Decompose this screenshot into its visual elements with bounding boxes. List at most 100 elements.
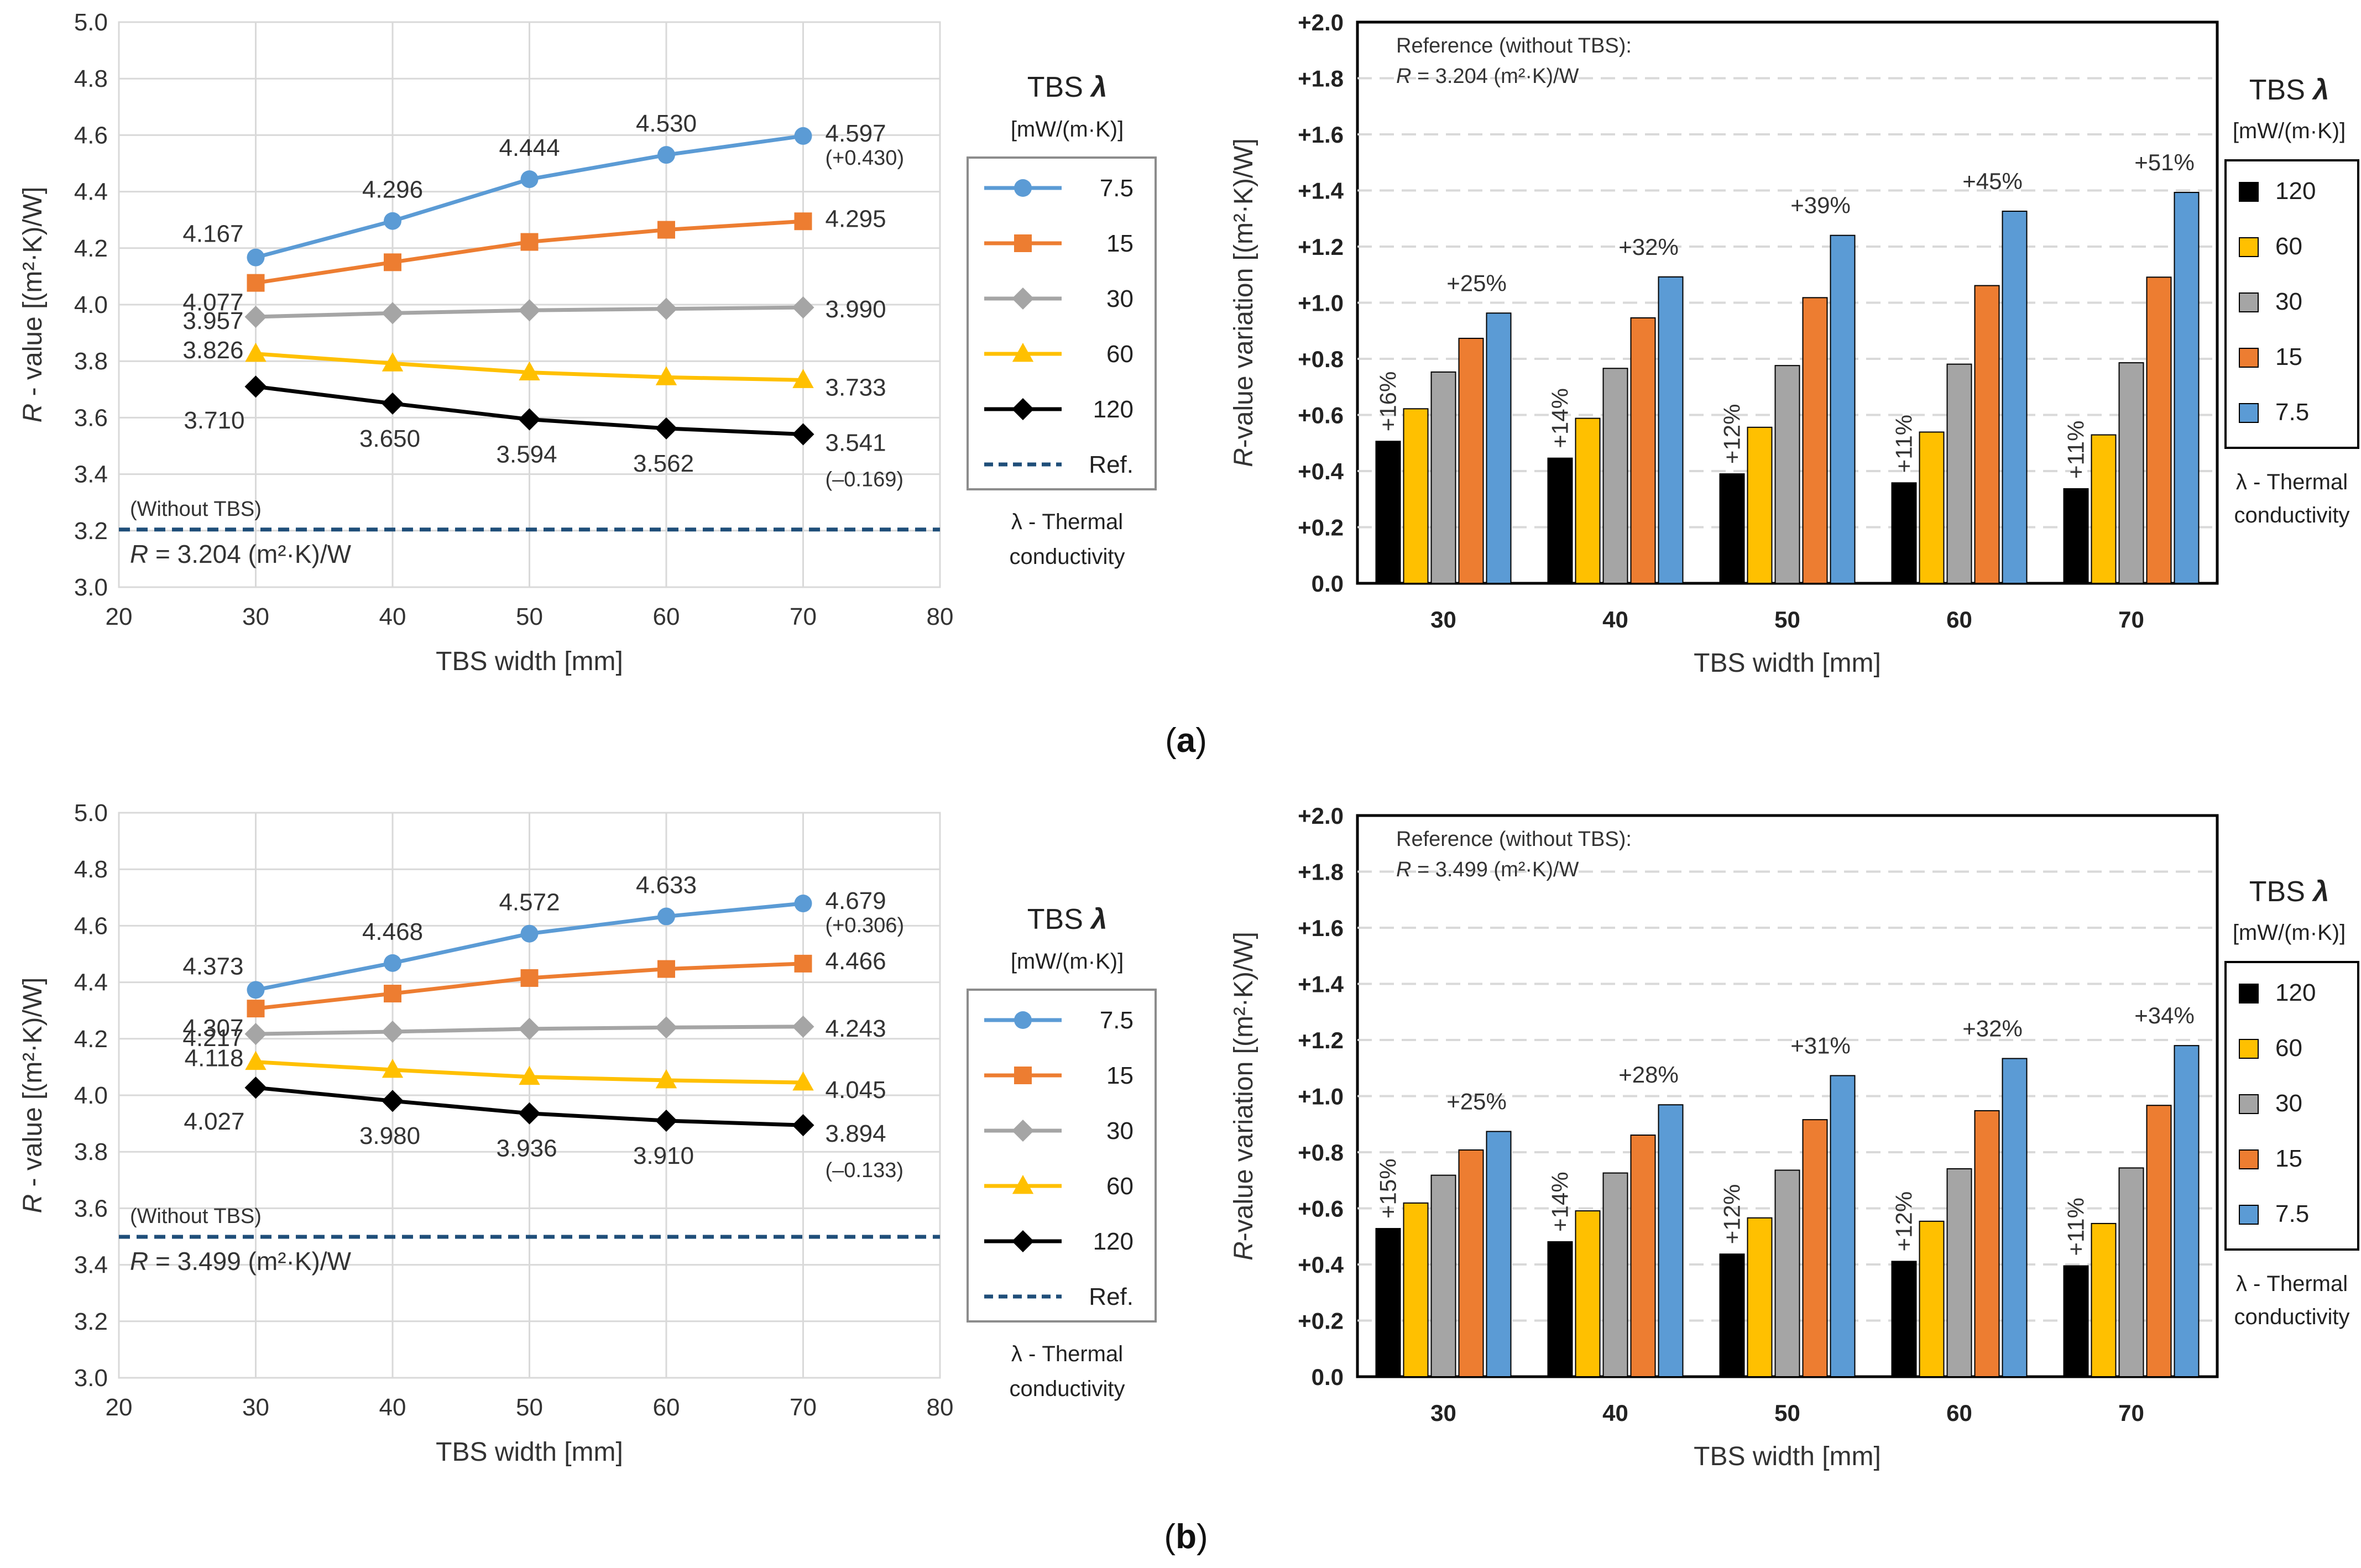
- y-axis-label-italic: R: [1229, 1241, 1258, 1261]
- bar-60: [1403, 408, 1429, 584]
- x-tick-label: 60: [653, 603, 680, 630]
- x-tick-label: 70: [2118, 607, 2144, 633]
- data-label-change: (–0.133): [826, 1159, 904, 1182]
- y-axis-label: R-value variation [(m²·K)/W]: [1229, 932, 1258, 1261]
- bar-7.5: [1658, 276, 1684, 584]
- y-tick-label: 4.2: [74, 235, 108, 262]
- bar-60: [2091, 434, 2117, 584]
- data-point-15: [247, 274, 265, 292]
- data-point-30: [382, 1021, 404, 1043]
- x-tick-label: 30: [242, 1394, 269, 1421]
- legend-swatch: [2239, 237, 2259, 257]
- x-tick-label: 50: [516, 1394, 543, 1421]
- y-tick-label: +0.8: [1298, 1140, 1344, 1165]
- line-chart-1: 3.0 3.2 3.4 3.6 3.8 4.0 4.2 4.4 4.6 4.8 5.0 20 30 40 5…: [18, 799, 1157, 1467]
- legend-box: [967, 156, 1157, 490]
- y-tick-label: +2.0: [1298, 803, 1344, 829]
- x-tick-label: 50: [1774, 607, 1800, 633]
- y-axis-label: R - value [(m²·K)/W]: [18, 187, 48, 423]
- bar-120: [2063, 488, 2089, 584]
- high-percent-label: +25%: [1446, 270, 1507, 296]
- data-label: 3.894: [826, 1120, 886, 1147]
- x-axis-label: TBS width [mm]: [436, 647, 623, 676]
- data-point-120: [655, 1109, 677, 1132]
- panel-paren: (: [1164, 1518, 1176, 1556]
- legend-unit: [mW/(m·K)]: [2233, 921, 2346, 945]
- bar-120: [2063, 1265, 2089, 1378]
- bar-60: [1919, 431, 1945, 584]
- data-point-60: [245, 1050, 267, 1070]
- bar-15: [1458, 1149, 1484, 1377]
- bar-30: [1430, 371, 1456, 584]
- legend-marker: [1014, 1067, 1032, 1084]
- data-label: 4.077: [182, 289, 243, 316]
- y-tick-label: 3.4: [74, 1252, 108, 1279]
- y-axis-label-rest: - value [(m²·K)/W]: [18, 978, 48, 1194]
- reference-note-italic: R: [130, 1247, 148, 1276]
- y-axis-label: R - value [(m²·K)/W]: [18, 978, 48, 1214]
- data-label: 4.307: [182, 1015, 243, 1042]
- data-label: 3.980: [359, 1122, 420, 1149]
- data-label: 4.444: [499, 134, 560, 161]
- data-label-change: (+0.430): [826, 147, 905, 170]
- legend-title-lambda: λ: [1089, 71, 1107, 103]
- high-percent-label: +32%: [1962, 1015, 2023, 1041]
- low-percent-label: +11%: [2063, 1198, 2089, 1256]
- y-tick-label: +0.2: [1298, 515, 1344, 541]
- y-tick-label: 4.6: [74, 912, 108, 939]
- y-tick-label: 5.0: [74, 9, 108, 36]
- legend-swatch: [2239, 403, 2259, 423]
- x-tick-label: 50: [516, 603, 543, 630]
- data-label: 4.295: [826, 205, 886, 232]
- bar-30: [2118, 1167, 2144, 1377]
- legend-swatch: [2239, 1149, 2259, 1169]
- legend-label: 60: [2275, 1034, 2302, 1062]
- data-point-120: [792, 1114, 814, 1137]
- bar-15: [1630, 1135, 1656, 1377]
- y-tick-label: +1.2: [1298, 234, 1344, 260]
- legend-label: 15: [2275, 343, 2302, 370]
- data-point-15: [794, 212, 812, 231]
- bar-30: [1946, 363, 1972, 584]
- y-tick-label: 4.0: [74, 1082, 108, 1109]
- y-tick-label: +1.6: [1298, 915, 1344, 941]
- data-label: 3.710: [184, 407, 244, 434]
- bar-15: [1974, 1110, 2000, 1377]
- legend-label: 60: [2275, 233, 2302, 260]
- legend-swatch: [2239, 182, 2259, 202]
- data-point-7.5: [247, 981, 265, 999]
- x-tick-label: 30: [1430, 607, 1456, 633]
- low-percent-label: +12%: [1719, 1184, 1745, 1245]
- x-tick-label: 80: [927, 1394, 954, 1421]
- data-point-30: [244, 1023, 267, 1046]
- legend-label: 7.5: [1100, 1007, 1134, 1034]
- y-tick-label: 4.8: [74, 856, 108, 883]
- bar-120: [1375, 441, 1401, 584]
- data-label: 3.936: [496, 1135, 557, 1162]
- reference-note-italic: R: [130, 540, 148, 568]
- legend-footnote: λ - Thermal: [2236, 470, 2348, 494]
- data-point-60: [519, 361, 540, 381]
- bar-7.5: [2002, 211, 2028, 584]
- bar-7.5: [2174, 1045, 2200, 1377]
- bar-7.5: [1486, 312, 1512, 584]
- data-point-15: [657, 960, 675, 978]
- y-tick-label: +0.2: [1298, 1308, 1344, 1334]
- bar-60: [1403, 1202, 1429, 1377]
- high-percent-label: +45%: [1962, 168, 2023, 194]
- legend-label: 7.5: [2275, 1200, 2309, 1227]
- data-point-30: [792, 1015, 814, 1038]
- legend-title-lambda: λ: [2311, 74, 2329, 106]
- y-tick-label: +1.8: [1298, 859, 1344, 885]
- data-point-15: [520, 969, 539, 987]
- legend-swatch: [2239, 1039, 2259, 1059]
- legend-swatch: [2239, 292, 2259, 312]
- data-label: 4.118: [185, 1045, 244, 1072]
- data-point-60: [655, 366, 677, 385]
- legend-label: 15: [2275, 1145, 2302, 1172]
- bar-15: [1458, 337, 1484, 584]
- bar-60: [1919, 1220, 1945, 1377]
- low-percent-label: +15%: [1375, 1158, 1401, 1219]
- legend-marker: [1012, 1120, 1034, 1142]
- low-percent-label: +16%: [1375, 372, 1401, 432]
